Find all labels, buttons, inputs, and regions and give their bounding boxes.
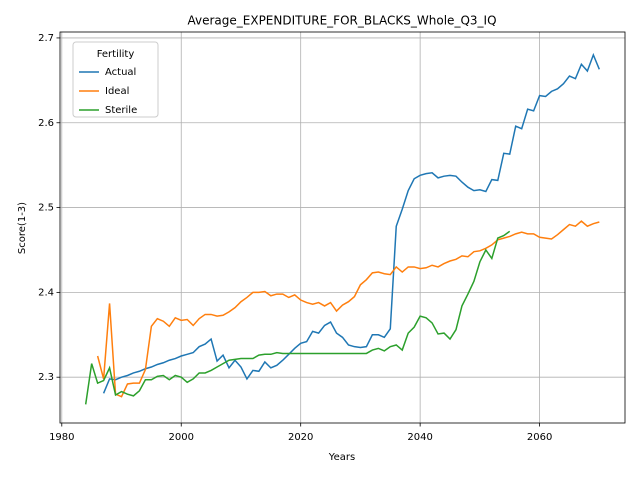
y-tick-label: 2.5 — [38, 203, 54, 214]
legend: Fertility Actual Ideal Sterile — [72, 41, 159, 118]
y-tick-label: 2.7 — [38, 33, 54, 44]
x-tick-label: 1980 — [49, 432, 74, 443]
legend-label: Ideal — [105, 86, 129, 97]
legend-box — [72, 41, 159, 118]
legend-title: Fertility — [97, 49, 135, 60]
plot-frame — [59, 31, 626, 424]
legend-label: Actual — [105, 67, 136, 78]
x-tick-label: 2000 — [169, 432, 194, 443]
legend-label: Sterile — [105, 105, 137, 116]
x-tick-label: 2040 — [407, 432, 432, 443]
series-line — [84, 230, 511, 405]
series-line — [96, 220, 600, 398]
y-axis-label: Score(1-3) — [17, 202, 28, 254]
x-tick-label: 2060 — [527, 432, 552, 443]
series-line — [102, 52, 601, 394]
y-tick-label: 2.6 — [38, 118, 54, 129]
chart-title: Average_EXPENDITURE_FOR_BLACKS_Whole_Q3_… — [187, 14, 496, 28]
x-tick-label: 2020 — [288, 432, 313, 443]
x-axis-label: Years — [328, 452, 355, 463]
y-tick-label: 2.4 — [38, 287, 54, 298]
y-tick-label: 2.3 — [38, 372, 54, 383]
